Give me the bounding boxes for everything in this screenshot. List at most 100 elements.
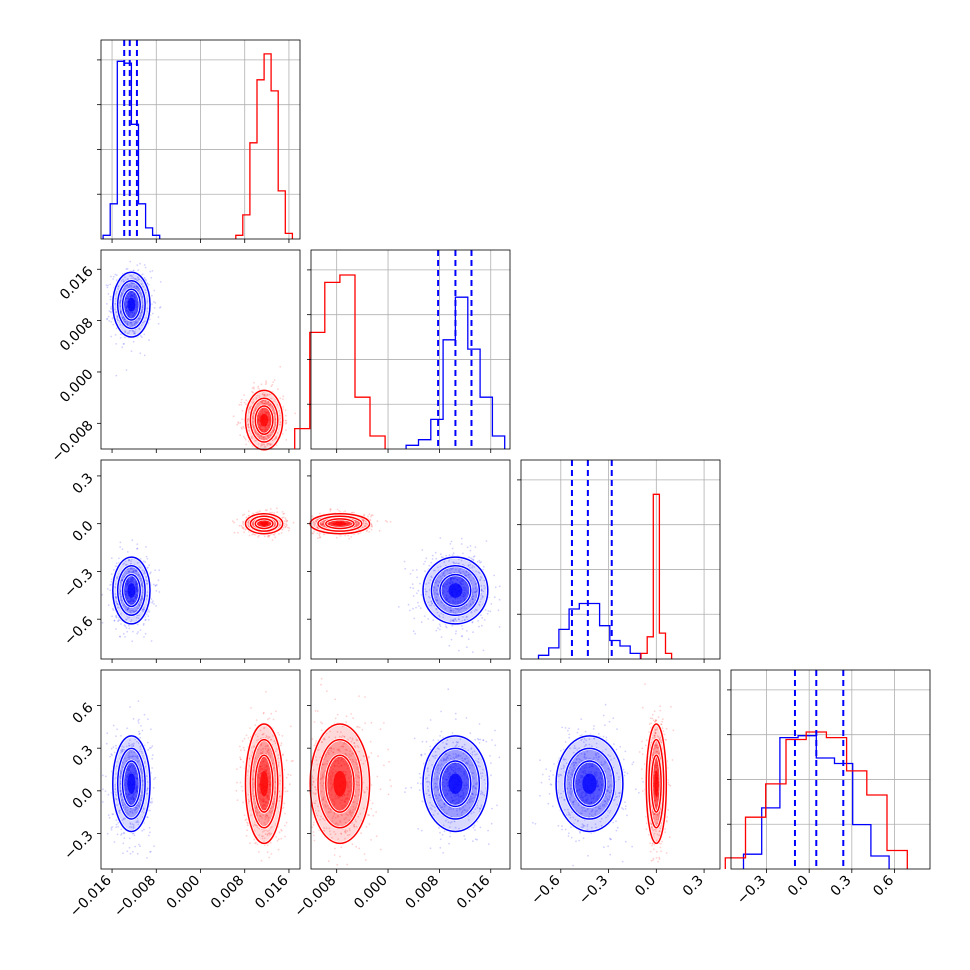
y-tick-label: −0.008: [49, 418, 97, 466]
density-fill: [260, 413, 269, 427]
x-tick-label: −0.008: [292, 873, 340, 921]
panel-1-1: [294, 249, 511, 453]
red-histogram: [640, 493, 673, 659]
contour-line: [317, 738, 363, 829]
x-tick-label: 0.0: [785, 873, 812, 900]
contour-line: [430, 565, 481, 616]
x-tick-label: 0.000: [164, 873, 204, 913]
blue-histogram: [405, 296, 506, 449]
y-tick-label: 0.000: [57, 366, 97, 406]
axes-frame: [730, 669, 931, 870]
density-fill: [127, 297, 136, 312]
y-tick-label: 0.0: [70, 785, 97, 812]
axes-frame: [310, 459, 511, 660]
density-fill: [582, 773, 597, 794]
contour-line: [121, 573, 141, 608]
contour-line: [112, 271, 151, 338]
contour-line: [244, 389, 284, 451]
contour-line: [325, 754, 355, 813]
contour-line: [309, 723, 371, 845]
contour-line: [648, 738, 665, 829]
density-fill: [333, 521, 347, 526]
panel-3-1: −0.008 0.000 0.008 0.016: [292, 669, 511, 921]
x-tick-label: 0.3: [828, 873, 855, 900]
contour-line: [121, 288, 141, 321]
y-tick-label: −0.6: [61, 613, 96, 648]
contour-line: [249, 397, 279, 443]
blue-histogram: [102, 60, 161, 239]
contour-line: [422, 735, 489, 833]
contour-line: [254, 518, 274, 530]
density-fill: [448, 773, 463, 794]
panel-2-2: [517, 459, 721, 663]
contour-line: [254, 754, 274, 813]
y-tick-label: 0.6: [70, 700, 97, 727]
panel-2-1: [307, 459, 511, 663]
x-tick-label: 0.008: [403, 873, 443, 913]
x-tick-label: 0.016: [252, 872, 292, 912]
contour-line: [116, 747, 146, 820]
density-fill: [127, 773, 136, 794]
contour-line: [317, 515, 363, 532]
density-fill: [333, 770, 347, 797]
axes-frame: [310, 249, 511, 450]
blue-histogram: [537, 602, 642, 659]
contour-line: [430, 747, 481, 820]
contour-line: [572, 760, 607, 808]
axes-frame: [520, 669, 721, 870]
x-tick-label: 0.0: [632, 873, 659, 900]
contour-line: [439, 573, 472, 608]
contour-line: [645, 723, 668, 845]
x-tick-label: −0.016: [67, 872, 115, 920]
density-fill: [654, 770, 659, 797]
x-tick-label: 0.000: [351, 873, 391, 913]
y-tick-label: 0.0: [70, 518, 97, 545]
panel-2-0: −0.6 −0.3 0.0 0.3: [61, 459, 301, 663]
y-tick-label: 0.008: [57, 315, 97, 355]
x-tick-label: −0.3: [576, 873, 611, 908]
red-histogram: [235, 53, 294, 239]
contour-line: [249, 738, 279, 829]
blue-histogram: [742, 735, 890, 869]
y-tick-label: 0.3: [70, 470, 97, 497]
panel-3-0: −0.3 0.0 0.3 0.6 −0.016−0.008 0.000 0.008 0.016: [61, 669, 301, 921]
contour-line: [325, 518, 355, 530]
red-histogram: [294, 274, 386, 449]
contour-line: [564, 747, 615, 820]
contour-line: [439, 760, 472, 808]
x-tick-label: 0.008: [208, 873, 248, 913]
density-fill: [260, 770, 269, 797]
contour-line: [116, 565, 146, 616]
density-fill: [448, 583, 463, 598]
x-tick-label: 0.016: [454, 872, 494, 912]
density-fill: [127, 583, 136, 598]
contour-line: [112, 556, 151, 625]
contour-line: [650, 754, 662, 813]
contour-line: [422, 556, 489, 625]
contour-line: [244, 512, 284, 535]
x-tick-label: 0.3: [680, 873, 707, 900]
contour-line: [249, 515, 279, 532]
x-tick-label: −0.008: [111, 873, 159, 921]
panel-1-0: −0.008 0.000 0.008 0.016: [49, 249, 301, 466]
y-tick-label: −0.3: [61, 828, 96, 863]
y-tick-label: 0.016: [57, 264, 97, 304]
contour-line: [112, 735, 151, 833]
panel-3-3: −0.3 0.0 0.3 0.6: [724, 669, 931, 908]
axes-frame: [520, 459, 721, 660]
x-tick-label: −0.3: [734, 873, 769, 908]
contour-line: [121, 760, 141, 808]
contour-line: [555, 735, 624, 833]
panel-3-2: −0.6 −0.3 0.0 0.3: [517, 669, 721, 908]
y-tick-label: 0.3: [70, 743, 97, 770]
contour-line: [254, 405, 274, 435]
x-tick-label: −0.6: [528, 872, 563, 907]
axes-frame: [310, 669, 511, 870]
density-fill: [260, 521, 269, 526]
contour-line: [116, 279, 146, 330]
contour-line: [244, 723, 284, 845]
x-tick-label: 0.6: [870, 872, 897, 899]
panel-0-0: [97, 39, 301, 243]
y-tick-label: −0.3: [61, 566, 96, 601]
